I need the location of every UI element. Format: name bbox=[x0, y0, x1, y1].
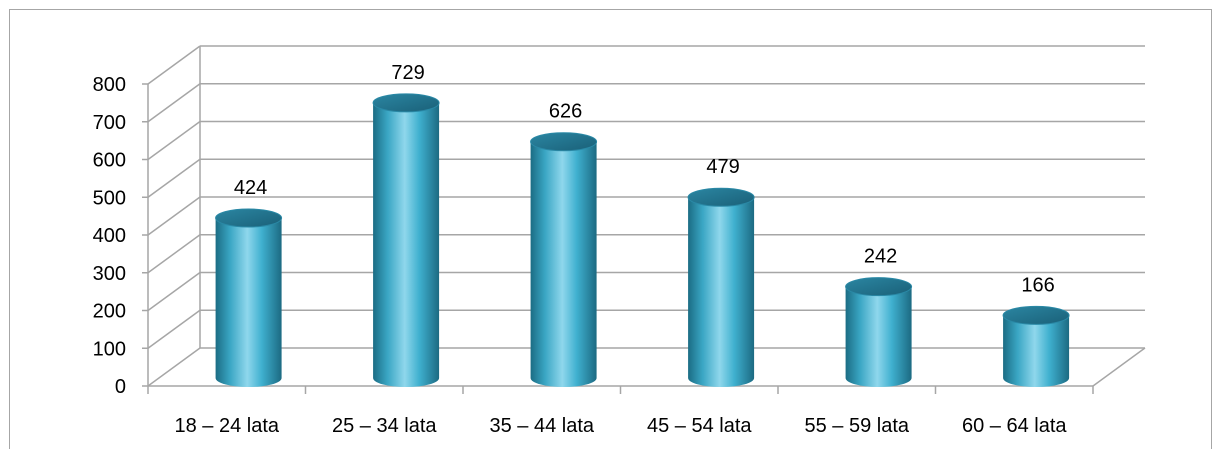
gridline-side bbox=[147, 309, 201, 349]
gridline-side bbox=[147, 347, 201, 387]
x-tick-label: 55 – 59 lata bbox=[804, 415, 909, 437]
gridline-side bbox=[147, 271, 201, 312]
gridline-side bbox=[147, 45, 201, 85]
gridline-side bbox=[147, 158, 201, 198]
y-tick-label: 0 bbox=[115, 376, 126, 398]
bar-body bbox=[215, 217, 282, 388]
bar bbox=[1002, 305, 1070, 388]
x-tick-label: 45 – 54 lata bbox=[647, 415, 752, 437]
bar-top bbox=[1002, 305, 1070, 325]
floor-edge-right bbox=[1092, 347, 1146, 387]
bar bbox=[687, 187, 755, 388]
gridline-side bbox=[147, 120, 201, 161]
data-label: 479 bbox=[706, 156, 739, 178]
x-tick-label: 25 – 34 lata bbox=[332, 415, 437, 437]
x-tick-label: 18 – 24 lata bbox=[174, 415, 279, 437]
y-tick-label: 800 bbox=[93, 74, 126, 96]
y-tick-label: 600 bbox=[93, 150, 126, 172]
y-tick-label: 100 bbox=[93, 338, 126, 360]
data-label: 626 bbox=[549, 101, 582, 123]
bar-top bbox=[687, 187, 755, 207]
x-tick-label: 35 – 44 lata bbox=[489, 415, 594, 437]
y-tick-label: 500 bbox=[93, 187, 126, 209]
gridline-side bbox=[147, 196, 201, 236]
bar bbox=[845, 277, 913, 388]
bar bbox=[372, 93, 440, 388]
y-tick-label: 400 bbox=[93, 225, 126, 247]
bar-top bbox=[215, 208, 283, 228]
bar bbox=[215, 208, 283, 388]
data-label: 166 bbox=[1021, 274, 1054, 296]
bar-body bbox=[373, 102, 440, 388]
data-label: 424 bbox=[234, 177, 267, 199]
data-label: 729 bbox=[391, 62, 424, 84]
data-label: 242 bbox=[864, 246, 897, 268]
x-tick-label: 60 – 64 lata bbox=[962, 415, 1067, 437]
bar-top bbox=[845, 277, 913, 297]
bar-body bbox=[845, 286, 912, 388]
gridline-side bbox=[147, 234, 201, 274]
bar-body bbox=[530, 141, 597, 388]
bar-body bbox=[688, 197, 755, 388]
y-tick-label: 300 bbox=[93, 263, 126, 285]
bar-top bbox=[530, 132, 598, 152]
y-tick-label: 700 bbox=[93, 112, 126, 134]
gridline-side bbox=[147, 83, 201, 123]
bar-body bbox=[1003, 315, 1070, 388]
y-tick-label: 200 bbox=[93, 301, 126, 323]
bar-top bbox=[372, 93, 440, 113]
bar bbox=[530, 132, 598, 388]
